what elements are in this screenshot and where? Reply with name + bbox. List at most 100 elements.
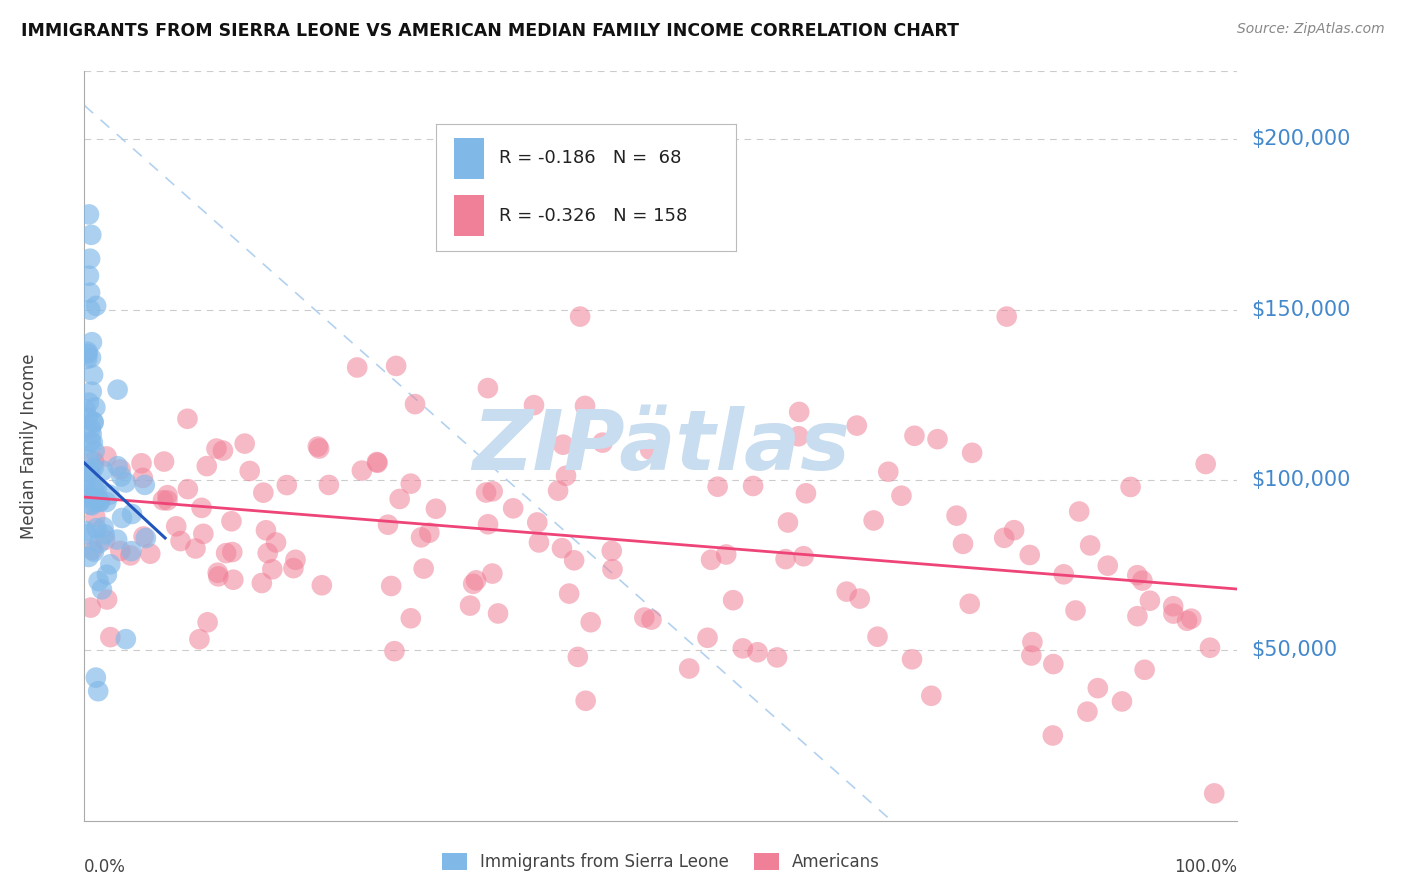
Point (308, 442, 330, 456)
Point (794, 486, 817, 500)
Point (111, 511, 134, 525)
Point (418, 525, 440, 540)
Point (83, 444, 105, 458)
Point (350, 464, 373, 478)
Point (276, 478, 298, 492)
Point (80, 421, 103, 435)
Point (1021, 635, 1043, 649)
Point (83, 494, 105, 508)
Point (284, 553, 307, 567)
Text: 0.0%: 0.0% (84, 858, 127, 876)
Point (1133, 663, 1156, 677)
Point (523, 398, 546, 412)
Point (79, 466, 101, 480)
Point (120, 544, 142, 558)
Point (239, 464, 262, 478)
Point (115, 632, 138, 647)
Point (75, 402, 97, 417)
Point (1139, 593, 1161, 607)
Point (98, 558, 121, 572)
Point (835, 584, 858, 599)
Point (547, 483, 569, 498)
Point (346, 360, 368, 375)
Point (84, 299, 107, 313)
Point (575, 694, 598, 708)
Point (1126, 609, 1149, 624)
Point (1111, 694, 1133, 708)
Point (388, 491, 411, 506)
Point (1053, 567, 1076, 582)
Point (82, 368, 104, 382)
Point (640, 613, 662, 627)
Point (901, 652, 924, 666)
Point (366, 455, 388, 469)
Point (696, 631, 718, 645)
Text: IMMIGRANTS FROM SIERRA LEONE VS AMERICAN MEDIAN FAMILY INCOME CORRELATION CHART: IMMIGRANTS FROM SIERRA LEONE VS AMERICAN… (21, 22, 959, 40)
Point (633, 610, 655, 624)
Point (84, 671, 107, 685)
Point (1163, 607, 1185, 621)
Point (83, 481, 105, 495)
Point (877, 465, 900, 479)
Point (188, 632, 211, 647)
Point (952, 537, 974, 551)
Point (96, 450, 118, 464)
Point (105, 533, 128, 547)
Point (385, 359, 408, 373)
Point (592, 435, 614, 450)
Point (79, 252, 101, 266)
Point (256, 546, 278, 560)
Point (574, 399, 596, 413)
Point (845, 418, 868, 433)
Point (132, 529, 155, 543)
Point (714, 548, 737, 562)
Text: Median Family Income: Median Family Income (20, 353, 38, 539)
Point (475, 485, 498, 500)
Point (75, 527, 97, 541)
Point (76, 351, 98, 366)
Point (139, 547, 162, 561)
Point (82, 435, 104, 450)
Point (399, 611, 422, 625)
Point (477, 381, 499, 395)
Point (311, 578, 333, 592)
Point (254, 523, 277, 537)
Point (793, 549, 815, 564)
Point (84, 510, 107, 524)
Point (318, 478, 340, 492)
Point (77, 410, 100, 425)
Point (787, 429, 810, 443)
Point (76, 347, 98, 361)
Point (731, 641, 754, 656)
Point (86, 521, 108, 535)
Point (551, 438, 574, 452)
Point (94, 533, 117, 547)
Point (83, 454, 105, 468)
Point (152, 493, 174, 508)
Point (96, 567, 118, 582)
Point (700, 553, 723, 567)
Point (775, 552, 797, 566)
Point (79, 463, 101, 477)
Point (233, 436, 256, 450)
Point (77, 268, 100, 283)
Text: Source: ZipAtlas.com: Source: ZipAtlas.com (1237, 22, 1385, 37)
Point (481, 566, 503, 581)
Point (1204, 786, 1226, 800)
Point (87, 491, 110, 506)
Point (79, 498, 101, 512)
Point (481, 484, 503, 499)
Point (80, 351, 103, 365)
Point (83, 416, 105, 430)
Point (742, 479, 765, 493)
Point (79, 600, 101, 615)
Point (110, 544, 132, 558)
Point (995, 310, 1018, 324)
Point (80, 427, 103, 442)
Point (89, 536, 111, 550)
Point (93, 520, 115, 534)
Point (848, 591, 870, 606)
Point (222, 573, 245, 587)
Point (399, 476, 422, 491)
Point (638, 442, 661, 457)
